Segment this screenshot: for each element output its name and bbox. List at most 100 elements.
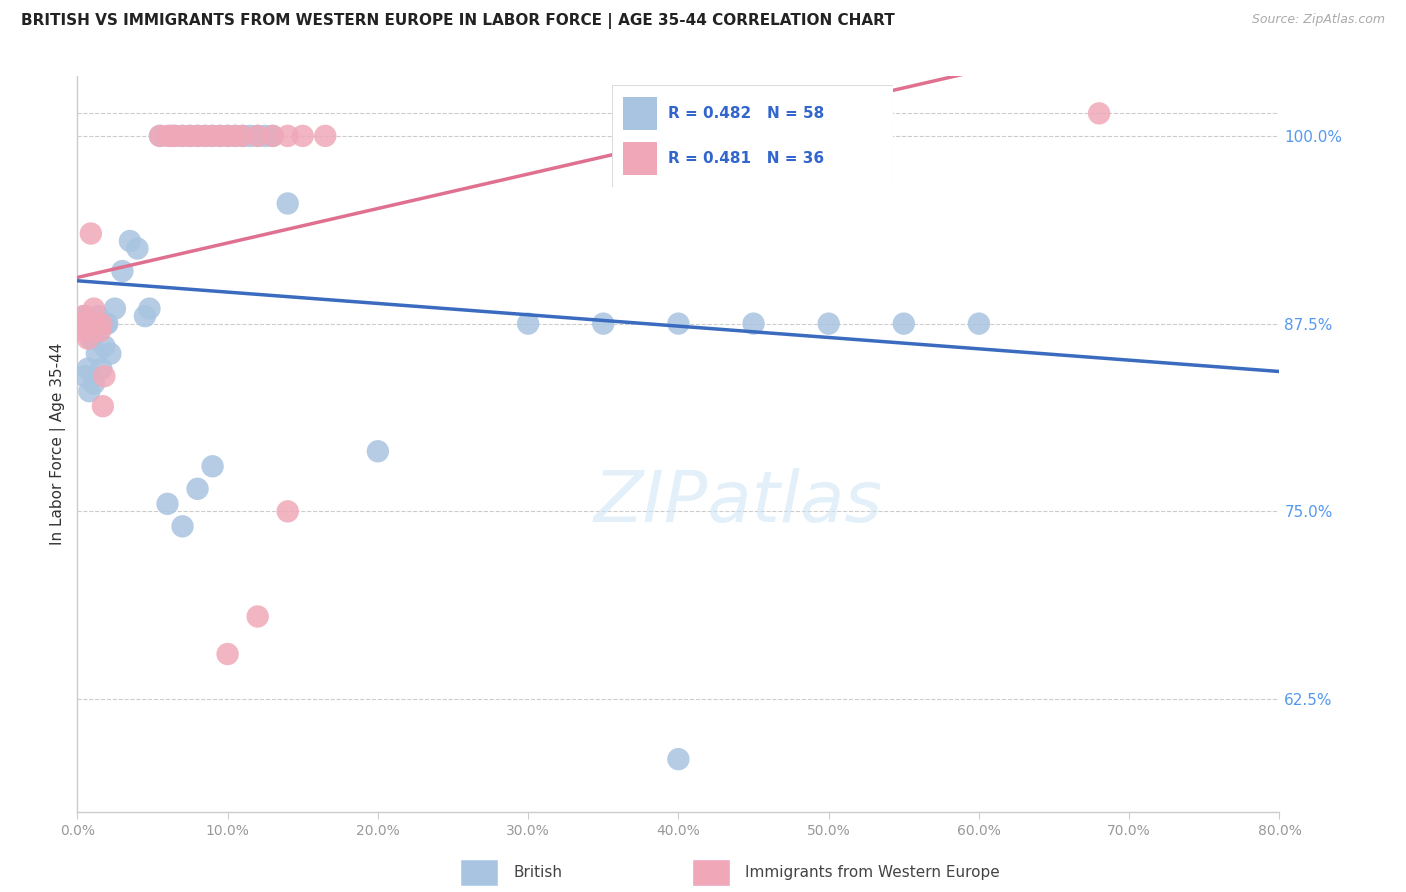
Point xyxy=(156,128,179,143)
Point xyxy=(277,196,299,211)
Point xyxy=(246,128,269,143)
Point xyxy=(111,264,134,278)
Point xyxy=(149,128,172,143)
Point xyxy=(84,317,107,331)
Point xyxy=(73,309,96,323)
Point xyxy=(83,301,105,316)
Point xyxy=(817,317,839,331)
Point xyxy=(72,312,94,326)
Point xyxy=(239,128,262,143)
Point xyxy=(277,504,299,518)
Point xyxy=(194,128,217,143)
Point xyxy=(104,301,127,316)
Text: ZIPatlas: ZIPatlas xyxy=(593,468,883,537)
Point xyxy=(70,317,93,331)
Point xyxy=(96,317,118,331)
Point xyxy=(156,497,179,511)
Point xyxy=(217,128,239,143)
Point xyxy=(86,317,108,331)
Point xyxy=(209,128,232,143)
Point xyxy=(194,128,217,143)
Point xyxy=(291,128,314,143)
Point xyxy=(163,128,186,143)
Point xyxy=(93,339,115,353)
Point xyxy=(80,332,103,346)
Point xyxy=(1088,106,1111,120)
Point xyxy=(83,376,105,391)
Point xyxy=(91,317,114,331)
Point xyxy=(86,346,108,360)
Point xyxy=(159,128,181,143)
Text: R = 0.482   N = 58: R = 0.482 N = 58 xyxy=(668,106,824,121)
Point xyxy=(172,128,194,143)
FancyBboxPatch shape xyxy=(693,860,730,885)
Point xyxy=(262,128,284,143)
Point xyxy=(893,317,915,331)
Point xyxy=(187,128,209,143)
Point xyxy=(246,128,269,143)
Point xyxy=(217,647,239,661)
Point xyxy=(100,346,122,360)
Point xyxy=(967,317,990,331)
Point xyxy=(201,128,224,143)
Point xyxy=(668,317,690,331)
Point xyxy=(172,519,194,533)
Point xyxy=(246,609,269,624)
Point xyxy=(91,399,114,413)
Point xyxy=(187,128,209,143)
Point xyxy=(172,128,194,143)
FancyBboxPatch shape xyxy=(623,142,657,175)
Point xyxy=(149,128,172,143)
Text: R = 0.481   N = 36: R = 0.481 N = 36 xyxy=(668,151,824,166)
Point xyxy=(217,128,239,143)
Point xyxy=(232,128,254,143)
FancyBboxPatch shape xyxy=(623,97,657,130)
FancyBboxPatch shape xyxy=(612,85,893,187)
Point xyxy=(118,234,141,248)
Point xyxy=(94,317,117,331)
Point xyxy=(209,128,232,143)
Point xyxy=(742,317,765,331)
Point xyxy=(80,227,103,241)
Point xyxy=(277,128,299,143)
Point xyxy=(179,128,201,143)
Point xyxy=(138,301,160,316)
Point xyxy=(367,444,389,458)
Point xyxy=(668,752,690,766)
Point xyxy=(75,317,97,331)
Point xyxy=(79,317,101,331)
Point xyxy=(73,324,96,338)
Point xyxy=(179,128,201,143)
Text: BRITISH VS IMMIGRANTS FROM WESTERN EUROPE IN LABOR FORCE | AGE 35-44 CORRELATION: BRITISH VS IMMIGRANTS FROM WESTERN EUROP… xyxy=(21,13,894,29)
Point xyxy=(70,317,93,331)
Point xyxy=(254,128,277,143)
Point xyxy=(201,459,224,474)
Text: Immigrants from Western Europe: Immigrants from Western Europe xyxy=(745,865,1000,880)
FancyBboxPatch shape xyxy=(461,860,498,885)
Point xyxy=(72,309,94,323)
Point xyxy=(84,317,107,331)
Point xyxy=(76,332,98,346)
Point xyxy=(187,482,209,496)
Point xyxy=(134,309,156,323)
Point xyxy=(82,324,104,338)
Point xyxy=(73,369,96,384)
Point xyxy=(163,128,186,143)
Point xyxy=(517,317,540,331)
Point xyxy=(76,361,98,376)
Point xyxy=(82,332,104,346)
Point xyxy=(82,317,104,331)
Point xyxy=(232,128,254,143)
Point xyxy=(224,128,246,143)
Point xyxy=(262,128,284,143)
Point xyxy=(592,317,614,331)
Text: Source: ZipAtlas.com: Source: ZipAtlas.com xyxy=(1251,13,1385,27)
Point xyxy=(127,242,149,256)
Point xyxy=(314,128,336,143)
Point xyxy=(201,128,224,143)
Point xyxy=(90,317,112,331)
Point xyxy=(160,128,183,143)
Point xyxy=(75,317,97,331)
Point xyxy=(90,361,112,376)
Y-axis label: In Labor Force | Age 35-44: In Labor Force | Age 35-44 xyxy=(51,343,66,545)
